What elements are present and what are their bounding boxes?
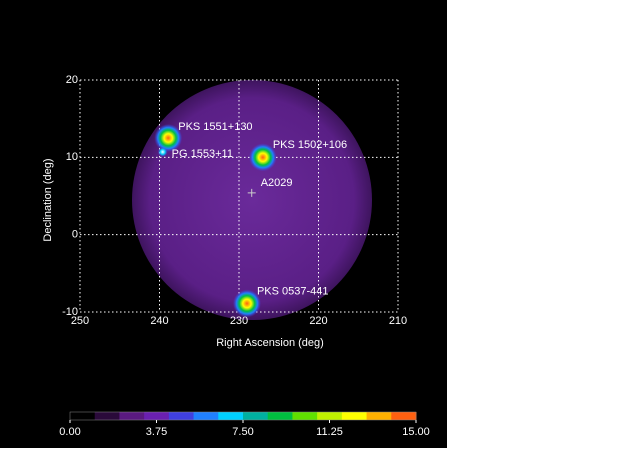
colorbar-swatch — [119, 412, 145, 420]
source-marker — [248, 143, 277, 172]
source-label: PKS 1502+106 — [273, 139, 347, 151]
colorbar-swatch — [366, 412, 392, 420]
source-label: PKS 0537-441 — [257, 285, 329, 297]
source-marker — [157, 146, 168, 157]
colorbar-swatch — [218, 412, 244, 420]
sky-disk — [132, 80, 372, 320]
colorbar-tick-label: 7.50 — [232, 426, 253, 438]
colorbar-swatch — [292, 412, 318, 420]
y-tick-label: 10 — [66, 151, 78, 163]
y-tick-label: -10 — [62, 306, 78, 318]
colorbar-swatch — [341, 412, 368, 420]
y-axis-label: Declination (deg) — [42, 158, 54, 241]
colorbar-tick-label: 15.00 — [402, 426, 430, 438]
source-marker — [154, 124, 183, 152]
x-tick-label: 240 — [150, 315, 168, 327]
x-tick-label: 220 — [309, 315, 327, 327]
source-marker — [232, 289, 261, 318]
source-marker — [247, 188, 256, 197]
colorbar-swatch — [94, 412, 120, 420]
colorbar-swatch — [391, 412, 417, 420]
colorbar-swatch — [168, 412, 195, 420]
x-axis-label: Right Ascension (deg) — [216, 337, 324, 349]
colorbar-swatch — [144, 412, 170, 420]
source-label: PG 1553+11 — [172, 148, 233, 160]
colorbar-swatch — [70, 412, 96, 420]
x-tick-label: 250 — [71, 315, 89, 327]
x-tick-label: 210 — [389, 315, 407, 327]
source-label: PKS 1551+130 — [178, 121, 252, 133]
colorbar-tick-label: 3.75 — [146, 426, 167, 438]
colorbar-tick-label: 11.25 — [316, 426, 343, 438]
y-tick-label: 20 — [66, 74, 78, 86]
colorbar-tick-label: 0.00 — [59, 426, 80, 438]
colorbar-swatch — [243, 412, 269, 420]
colorbar-swatch — [317, 412, 343, 420]
y-tick-label: 0 — [72, 229, 78, 241]
colorbar-swatch — [267, 412, 293, 420]
x-tick-label: 230 — [230, 315, 248, 327]
source-label: A2029 — [261, 177, 293, 189]
colorbar-swatch — [193, 412, 219, 420]
